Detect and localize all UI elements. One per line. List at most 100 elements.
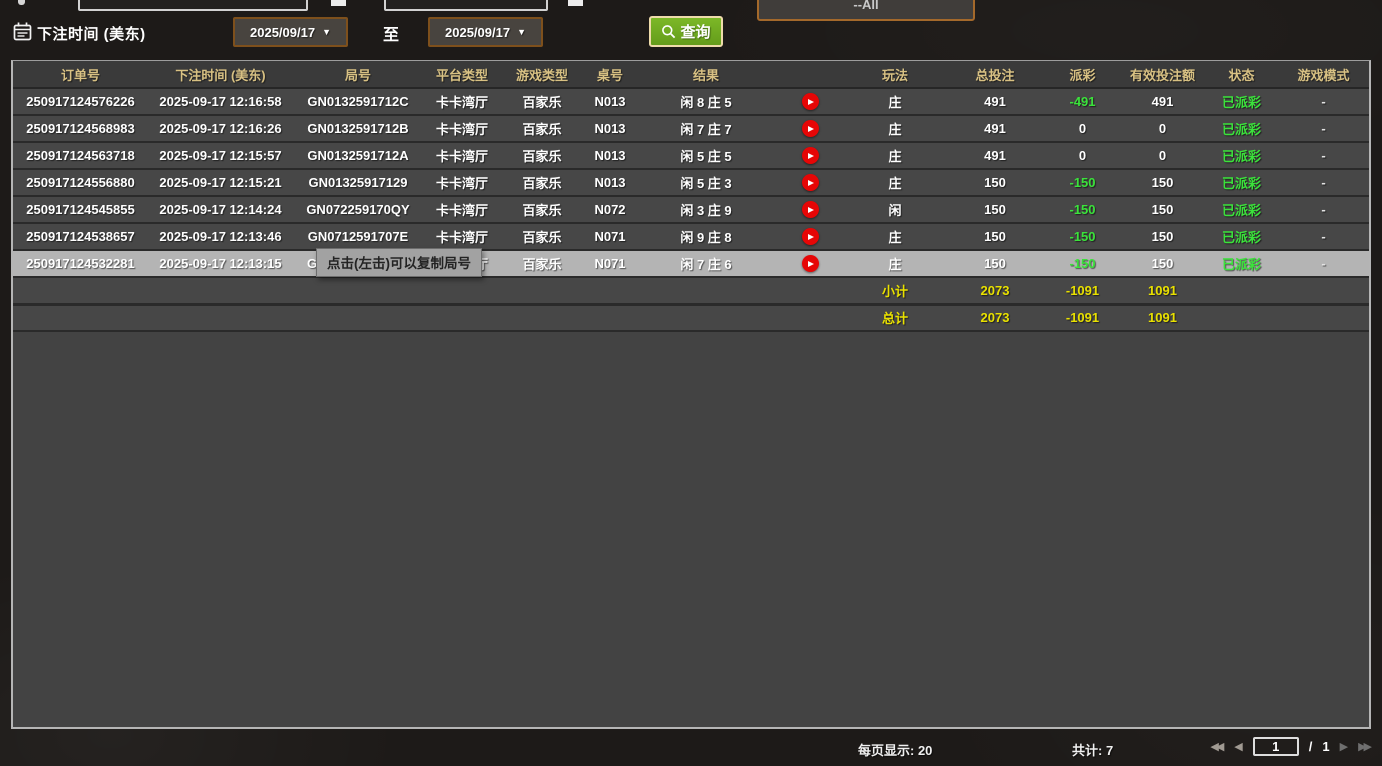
table-row[interactable]: 250917124545855 2025-09-17 12:14:24 GN0722… [13,196,1369,224]
table-row[interactable]: 250917124568983 2025-09-17 12:16:26 GN0132… [13,115,1369,143]
payout-cell: 0 [1045,142,1120,170]
table-row[interactable]: 250917124556880 2025-09-17 12:15:21 GN0132… [13,169,1369,197]
order-id-cell: 250917124532281 [13,250,148,278]
table-body: 250917124576226 2025-09-17 12:16:58 GN0132… [13,88,1369,332]
platform-type-cell: 卡卡湾厅 [423,115,501,143]
date-to-value: 2025/09/17 [445,24,511,40]
column-header: 桌号 [583,61,637,89]
cutoff-dropdown[interactable]: --All [757,0,975,21]
date-from-select[interactable]: 2025/09/17 ▼ [233,17,348,47]
play-video-icon[interactable] [801,255,819,273]
chevron-down-icon: ▼ [517,27,526,37]
round-id-cell[interactable]: GN072259170QY [293,196,423,224]
play-type-cell: 庄 [845,223,945,251]
table-number-cell: N013 [583,169,637,197]
play-video-icon[interactable] [801,228,819,246]
order-id-cell: 250917124556880 [13,169,148,197]
status-cell: 已派彩 [1205,169,1278,197]
search-button[interactable]: 查询 [649,16,723,47]
result-cell: 闲 3 庄 9 [637,196,775,224]
game-mode-cell: - [1278,196,1369,224]
play-video-cell[interactable] [775,115,845,143]
next-page-button[interactable]: ▶ [1339,741,1349,753]
column-header [775,61,845,89]
prev-page-button[interactable]: ◀ [1234,741,1243,753]
total-row: 总计 2073 -1091 1091 [13,302,1369,332]
table-row[interactable]: 250917124563718 2025-09-17 12:15:57 GN0132… [13,142,1369,170]
column-header: 订单号 [13,61,148,89]
play-video-cell[interactable] [775,169,845,197]
records-table: 订单号 下注时间 (美东) 局号 平台类型 游戏类型 桌号 结果 玩法 总投注 派彩 有效投注额 状态… [11,60,1371,729]
page-number-input[interactable]: 1 [1252,737,1299,756]
game-type-cell: 百家乐 [501,142,583,170]
search-icon [662,24,676,38]
pagination: ◀◀ ◀ 1 / 1 ▶ ▶▶ [1210,737,1372,756]
round-id-cell[interactable]: GN0712591707E [293,223,423,251]
platform-type-cell: 卡卡湾厅 [423,223,501,251]
result-cell: 闲 5 庄 3 [637,169,775,197]
round-id-cell[interactable]: GN01325917129 [293,169,423,197]
bet-time-cell: 2025-09-17 12:13:46 [148,223,293,251]
table-row[interactable]: 250917124538657 2025-09-17 12:13:46 GN0712… [13,223,1369,251]
total-bet-cell: 150 [945,169,1045,197]
play-video-icon[interactable] [801,93,819,111]
status-cell: 已派彩 [1205,223,1278,251]
game-type-cell: 百家乐 [501,169,583,197]
result-cell: 闲 5 庄 5 [637,142,775,170]
column-header: 总投注 [945,61,1045,89]
table-row[interactable]: 250917124576226 2025-09-17 12:16:58 GN0132… [13,88,1369,116]
summary-valid-bet: 1091 [1120,302,1205,332]
table-number-cell: N072 [583,196,637,224]
order-id-cell: 250917124568983 [13,115,148,143]
game-type-cell: 百家乐 [501,88,583,116]
bet-time-cell: 2025-09-17 12:13:15 [148,250,293,278]
game-type-cell: 百家乐 [501,196,583,224]
game-type-cell: 百家乐 [501,250,583,278]
valid-bet-cell: 491 [1120,88,1205,116]
first-page-button[interactable]: ◀◀ [1210,741,1224,753]
total-bet-cell: 150 [945,196,1045,224]
play-type-cell: 庄 [845,115,945,143]
play-type-cell: 庄 [845,88,945,116]
game-mode-cell: - [1278,169,1369,197]
round-id-cell[interactable]: GN0132591712C [293,88,423,116]
total-count-label: 共计: 7 [1072,743,1114,758]
column-header: 状态 [1205,61,1278,89]
valid-bet-cell: 150 [1120,169,1205,197]
valid-bet-cell: 150 [1120,223,1205,251]
copy-round-id-tooltip: 点击(左击)可以复制局号 [316,248,482,277]
play-type-cell: 庄 [845,169,945,197]
round-id-cell[interactable]: GN0132591712A [293,142,423,170]
last-page-button[interactable]: ▶▶ [1358,741,1372,753]
table-number-cell: N013 [583,142,637,170]
page-separator: / [1308,739,1313,754]
order-id-cell: 250917124576226 [13,88,148,116]
play-video-icon[interactable] [801,174,819,192]
round-id-cell[interactable]: GN0132591712B [293,115,423,143]
play-video-cell[interactable] [775,196,845,224]
payout-cell: -491 [1045,88,1120,116]
status-cell: 已派彩 [1205,250,1278,278]
play-video-icon[interactable] [801,201,819,219]
cutoff-input-2[interactable] [384,0,548,11]
table-number-cell: N013 [583,88,637,116]
column-header: 派彩 [1045,61,1120,89]
bet-time-cell: 2025-09-17 12:16:26 [148,115,293,143]
cutoff-input-1[interactable] [78,0,308,11]
status-cell: 已派彩 [1205,142,1278,170]
play-video-cell[interactable] [775,88,845,116]
order-id-cell: 250917124545855 [13,196,148,224]
play-video-cell[interactable] [775,142,845,170]
table-header-row: 订单号 下注时间 (美东) 局号 平台类型 游戏类型 桌号 结果 玩法 总投注 派彩 有效投注额 状态… [13,61,1369,89]
play-video-icon[interactable] [801,147,819,165]
play-video-cell[interactable] [775,250,845,278]
date-to-select[interactable]: 2025/09/17 ▼ [428,17,543,47]
column-header: 有效投注额 [1120,61,1205,89]
total-bet-cell: 491 [945,142,1045,170]
column-header: 下注时间 (美东) [148,61,293,89]
date-range-to-label: 至 [383,27,400,44]
play-video-cell[interactable] [775,223,845,251]
play-video-icon[interactable] [801,120,819,138]
cutoff-fragment [18,0,25,5]
